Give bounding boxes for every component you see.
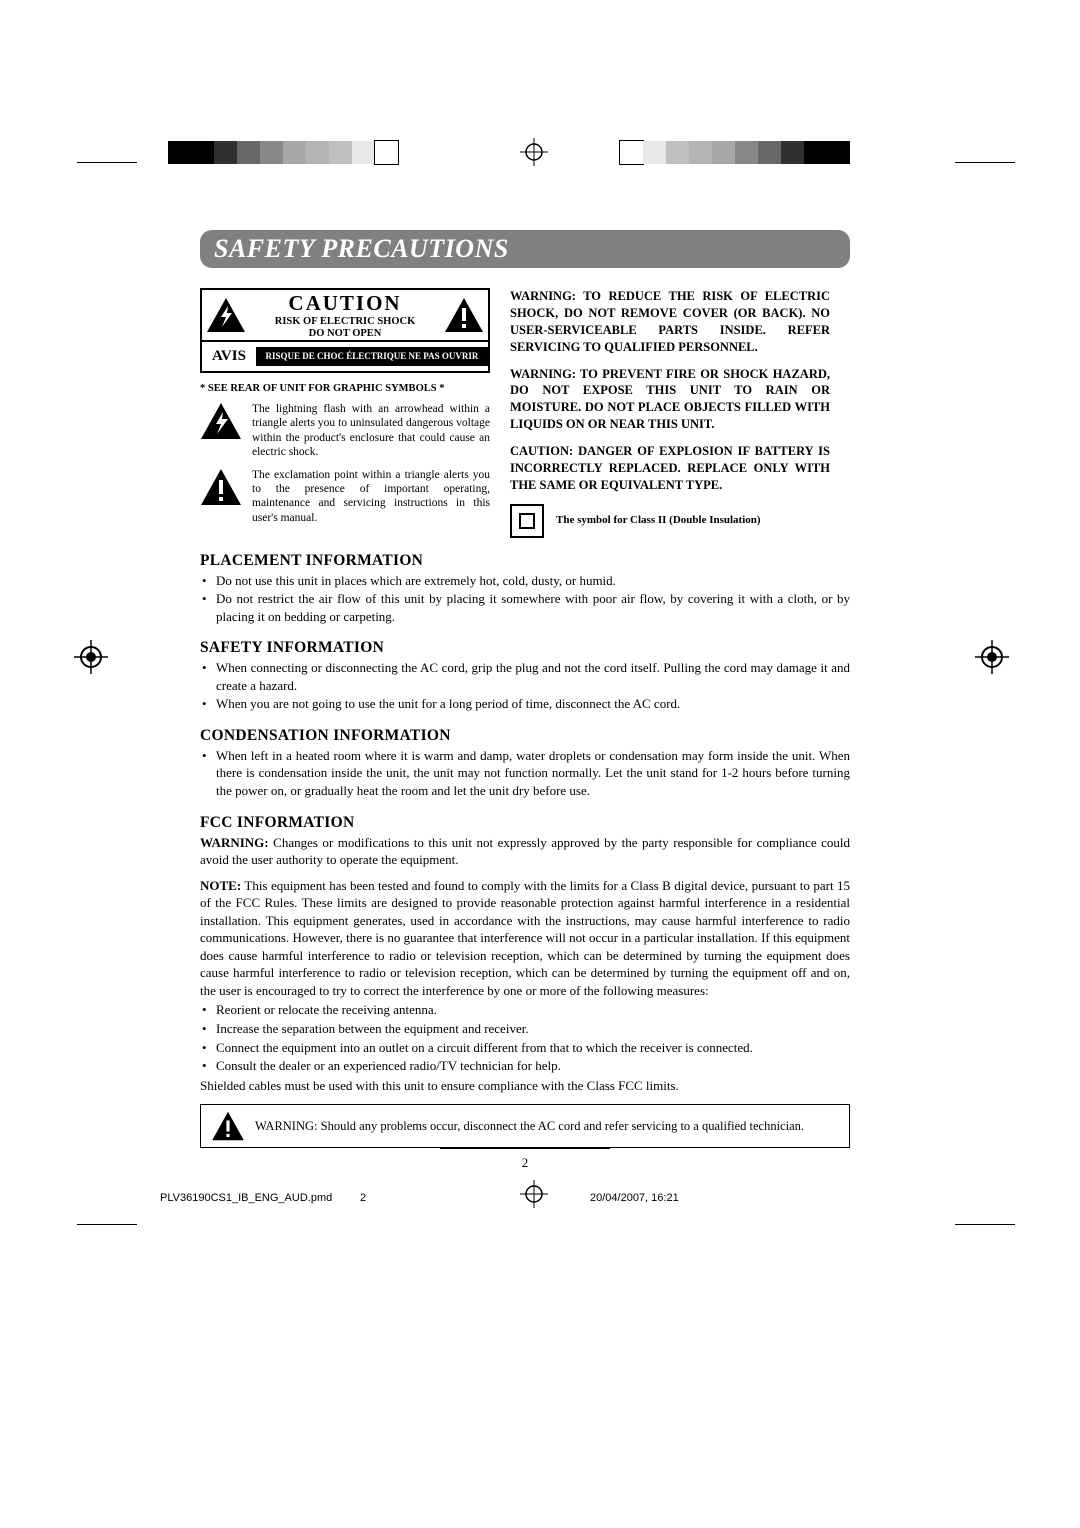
registration-box	[306, 141, 329, 164]
fcc-note: NOTE: This equipment has been tested and…	[200, 877, 850, 1000]
condensation-section: CONDENSATION INFORMATION When left in a …	[200, 727, 850, 800]
list-item: When you are not going to use the unit f…	[216, 695, 850, 713]
footer-file: PLV36190CS1_IB_ENG_AUD.pmd	[160, 1192, 332, 1204]
top-row: CAUTION RISK OF ELECTRIC SHOCK DO NOT OP…	[200, 288, 850, 538]
registration-box	[758, 141, 781, 164]
list-item: Do not restrict the air flow of this uni…	[216, 590, 850, 625]
crop-mark	[955, 1224, 1015, 1225]
caution-box: CAUTION RISK OF ELECTRIC SHOCK DO NOT OP…	[200, 288, 490, 373]
exclamation-triangle-icon	[200, 468, 242, 506]
registration-box	[735, 141, 758, 164]
footer-page: 2	[360, 1192, 366, 1204]
crop-mark	[955, 162, 1015, 163]
footer: PLV36190CS1_IB_ENG_AUD.pmd 2 20/04/2007,…	[160, 1192, 890, 1204]
registration-box	[712, 141, 735, 164]
avis-text: RISQUE DE CHOC ÉLECTRIQUE NE PAS OUVRIR	[256, 347, 488, 365]
registration-box	[352, 141, 375, 164]
page-number: 2	[200, 1155, 850, 1171]
registration-box	[191, 141, 214, 164]
avis-label: AVIS	[202, 342, 256, 371]
placement-list: Do not use this unit in places which are…	[200, 572, 850, 626]
footer-date: 20/04/2007, 16:21	[590, 1192, 679, 1204]
registration-box	[643, 141, 666, 164]
registration-box	[214, 141, 237, 164]
placement-section: PLACEMENT INFORMATION Do not use this un…	[200, 552, 850, 626]
fcc-warning: WARNING: Changes or modifications to thi…	[200, 834, 850, 869]
page-title: SAFETY PRECAUTIONS	[200, 230, 850, 268]
crop-mark	[77, 162, 137, 163]
list-item: Consult the dealer or an experienced rad…	[216, 1057, 850, 1075]
section-heading: FCC INFORMATION	[200, 814, 850, 832]
caution-line1: RISK OF ELECTRIC SHOCK	[246, 316, 444, 328]
lightning-triangle-icon	[200, 402, 242, 440]
registration-target-icon	[520, 138, 548, 166]
registration-box	[283, 141, 306, 164]
caution-column: CAUTION RISK OF ELECTRIC SHOCK DO NOT OP…	[200, 288, 490, 538]
registration-box	[620, 141, 643, 164]
exclamation-triangle-icon	[444, 297, 484, 333]
rear-note: * SEE REAR OF UNIT FOR GRAPHIC SYMBOLS *	[200, 383, 490, 394]
registration-box	[781, 141, 804, 164]
caution-word: CAUTION	[246, 291, 444, 316]
lightning-triangle-icon	[206, 297, 246, 333]
section-heading: SAFETY INFORMATION	[200, 639, 850, 657]
registration-box	[375, 141, 398, 164]
fcc-list: Reorient or relocate the receiving anten…	[200, 1001, 850, 1074]
registration-box	[168, 141, 191, 164]
list-item: Reorient or relocate the receiving anten…	[216, 1001, 850, 1019]
registration-box	[827, 141, 850, 164]
page-content: SAFETY PRECAUTIONS CAUTION RISK OF ELECT…	[200, 230, 850, 1171]
registration-box	[260, 141, 283, 164]
registration-box	[237, 141, 260, 164]
warning-2: WARNING: TO PREVENT FIRE OR SHOCK HAZARD…	[510, 366, 830, 434]
warning-box-text: WARNING: Should any problems occur, disc…	[255, 1118, 804, 1134]
class2-text: The symbol for Class II (Double Insulati…	[556, 514, 761, 528]
exclamation-description: The exclamation point within a triangle …	[252, 468, 490, 526]
list-item: When left in a heated room where it is w…	[216, 747, 850, 800]
fcc-section: FCC INFORMATION WARNING: Changes or modi…	[200, 814, 850, 1095]
lightning-description: The lightning flash with an arrowhead wi…	[252, 402, 490, 460]
class2-icon	[510, 504, 544, 538]
list-item: Connect the equipment into an outlet on …	[216, 1039, 850, 1057]
registration-boxes-left	[168, 141, 398, 164]
exclamation-triangle-icon	[211, 1111, 245, 1141]
list-item: Do not use this unit in places which are…	[216, 572, 850, 590]
list-item: Increase the separation between the equi…	[216, 1020, 850, 1038]
warning-1: WARNING: TO REDUCE THE RISK OF ELECTRIC …	[510, 288, 830, 356]
shielded-note: Shielded cables must be used with this u…	[200, 1077, 850, 1095]
registration-box	[329, 141, 352, 164]
registration-target-icon	[74, 640, 108, 674]
warning-3: CAUTION: DANGER OF EXPLOSION IF BATTERY …	[510, 443, 830, 494]
registration-box	[666, 141, 689, 164]
safety-list: When connecting or disconnecting the AC …	[200, 659, 850, 713]
warnings-column: WARNING: TO REDUCE THE RISK OF ELECTRIC …	[510, 288, 830, 538]
safety-section: SAFETY INFORMATION When connecting or di…	[200, 639, 850, 713]
registration-box	[804, 141, 827, 164]
section-heading: PLACEMENT INFORMATION	[200, 552, 850, 570]
page-number-rule	[440, 1148, 610, 1149]
list-item: When connecting or disconnecting the AC …	[216, 659, 850, 694]
class2-row: The symbol for Class II (Double Insulati…	[510, 504, 830, 538]
registration-box	[689, 141, 712, 164]
section-heading: CONDENSATION INFORMATION	[200, 727, 850, 745]
registration-boxes-right	[620, 141, 850, 164]
crop-mark	[77, 1224, 137, 1225]
registration-target-icon	[975, 640, 1009, 674]
condensation-list: When left in a heated room where it is w…	[200, 747, 850, 800]
caution-line2: DO NOT OPEN	[246, 328, 444, 340]
warning-box: WARNING: Should any problems occur, disc…	[200, 1104, 850, 1148]
